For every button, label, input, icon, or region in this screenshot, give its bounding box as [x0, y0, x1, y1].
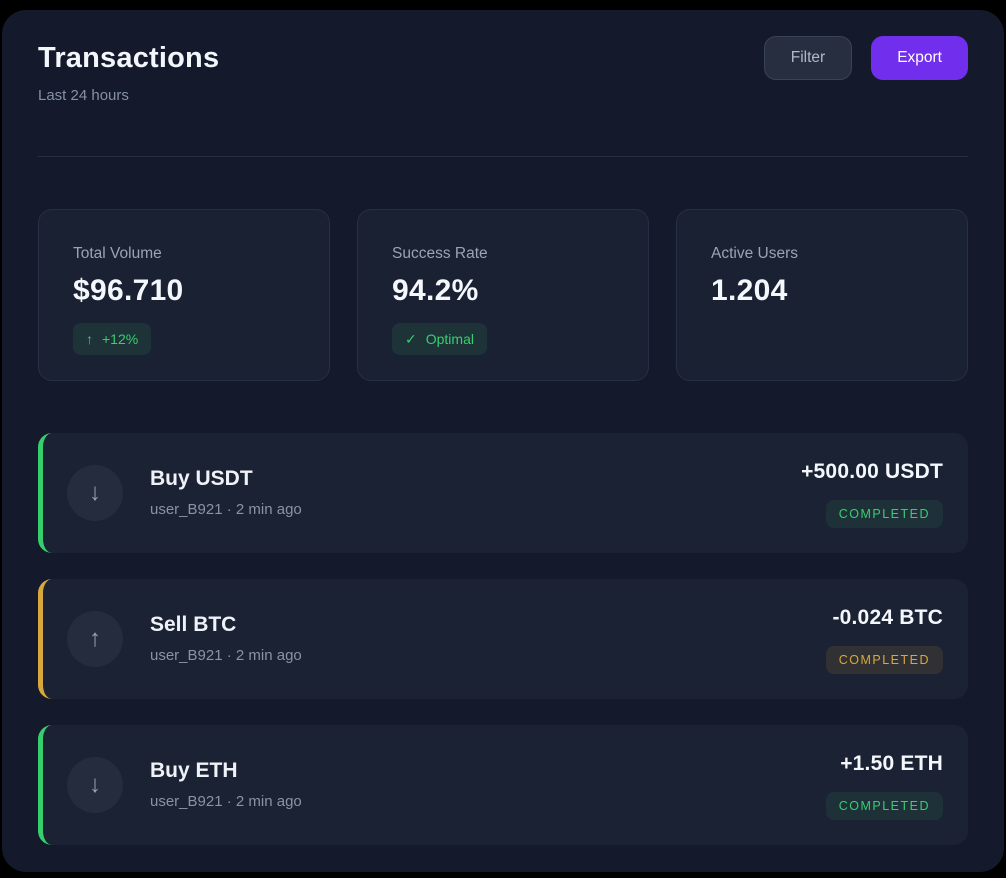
stat-card-success-rate: Success Rate 94.2% ✓ Optimal [357, 209, 649, 381]
header-actions: Filter Export [763, 36, 968, 80]
check-icon: ✓ [405, 331, 417, 347]
status-badge: COMPLETED [825, 645, 943, 674]
arrow-down-glyph: ↓ [89, 479, 101, 506]
transaction-title: Sell BTC [150, 613, 237, 636]
transaction-amount: +500.00 USDT [801, 459, 943, 483]
stat-label: Active Users [711, 245, 798, 262]
stat-value: 94.2% [392, 274, 479, 307]
stat-label: Total Volume [73, 245, 162, 262]
stat-card-total-volume: Total Volume $96.710 ↑ +12% [38, 209, 330, 381]
transaction-row-buy-usdt[interactable]: ↓ Buy USDT user_B921 · 2 min ago +500.00… [38, 433, 968, 553]
arrow-up-glyph: ↑ [89, 625, 101, 652]
status-badge: COMPLETED [825, 499, 943, 528]
transaction-meta: user_B921 · 2 min ago [150, 793, 302, 810]
transaction-meta: user_B921 · 2 min ago [150, 647, 302, 664]
status-pill-label: Optimal [425, 331, 474, 347]
arrow-up-icon: ↑ [67, 611, 123, 667]
page-heading: Transactions Last 24 hours [38, 40, 968, 106]
transactions-panel: Transactions Last 24 hours Filter Export… [2, 10, 1004, 872]
trend-badge-label: +12% [102, 331, 139, 347]
stat-label: Success Rate [392, 245, 488, 262]
page-title: Transactions [38, 42, 220, 74]
transaction-title: Buy ETH [150, 759, 238, 782]
transaction-info: Buy ETH user_B921 · 2 min ago [150, 758, 302, 812]
stat-value: 1.204 [711, 274, 788, 307]
transactions-list: ↓ Buy USDT user_B921 · 2 min ago +500.00… [2, 433, 1004, 845]
arrow-up-icon: ↑ [86, 331, 93, 347]
page-subtitle: Last 24 hours [38, 87, 129, 104]
status-badge: COMPLETED [825, 791, 943, 820]
transaction-info: Sell BTC user_B921 · 2 min ago [150, 612, 302, 666]
stats-section: Total Volume $96.710 ↑ +12% Success Rate… [2, 209, 1004, 381]
transaction-row-buy-eth[interactable]: ↓ Buy ETH user_B921 · 2 min ago +1.50 ET… [38, 725, 968, 845]
header-divider [38, 156, 968, 157]
transaction-right: +1.50 ETH COMPLETED [825, 751, 943, 820]
arrow-down-icon: ↓ [67, 757, 123, 813]
filter-button[interactable]: Filter [763, 36, 853, 80]
transaction-title: Buy USDT [150, 467, 253, 490]
page-header: Transactions Last 24 hours Filter Export [2, 10, 1004, 106]
transaction-amount: -0.024 BTC [832, 605, 943, 629]
arrow-down-glyph: ↓ [89, 771, 101, 798]
transaction-right: +500.00 USDT COMPLETED [801, 459, 943, 528]
arrow-down-icon: ↓ [67, 465, 123, 521]
transaction-right: -0.024 BTC COMPLETED [825, 605, 943, 674]
stat-value: $96.710 [73, 274, 184, 307]
export-button[interactable]: Export [871, 36, 968, 80]
stat-card-active-users: Active Users 1.204 [676, 209, 968, 381]
transaction-info: Buy USDT user_B921 · 2 min ago [150, 466, 302, 520]
transaction-meta: user_B921 · 2 min ago [150, 501, 302, 518]
transaction-amount: +1.50 ETH [840, 751, 943, 775]
status-pill: ✓ Optimal [392, 323, 487, 355]
transaction-row-sell-btc[interactable]: ↑ Sell BTC user_B921 · 2 min ago -0.024 … [38, 579, 968, 699]
trend-badge: ↑ +12% [73, 323, 152, 355]
